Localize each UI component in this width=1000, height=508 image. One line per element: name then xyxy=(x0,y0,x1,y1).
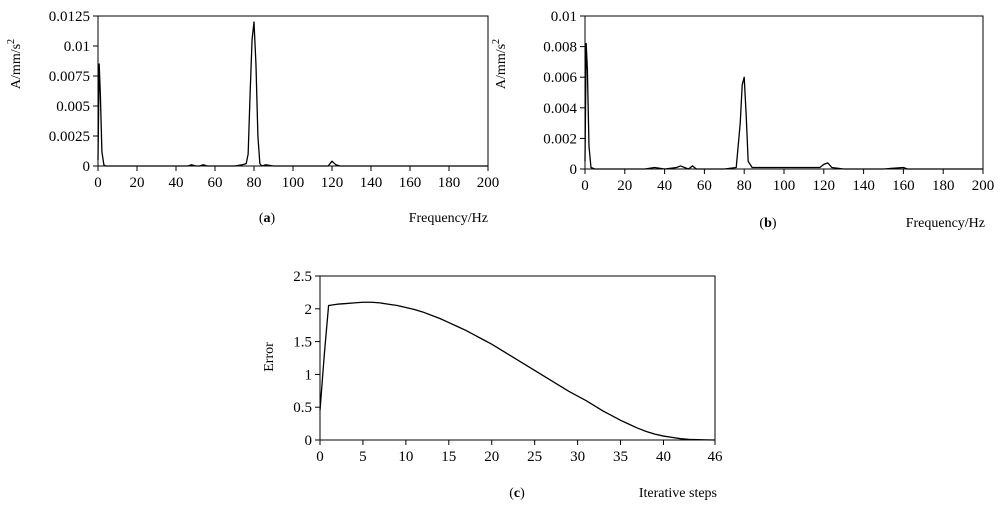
x-tick-label: 5 xyxy=(359,449,367,465)
y-tick-label: 0.01 xyxy=(551,9,577,25)
x-tick-label: 60 xyxy=(208,175,223,191)
x-tick-label: 120 xyxy=(813,178,836,194)
chart-panel-3: 0 5 10 15 20 25 30 35 40 46 0 0.5 1 1.5 2 2.5 (c) Iterati… xyxy=(262,269,723,501)
series-line-1 xyxy=(584,42,983,170)
panel-caption: (a) xyxy=(259,211,276,226)
x-tick-label: 180 xyxy=(438,175,461,191)
x-axis-label: Frequency/Hz xyxy=(409,211,488,226)
x-tick-label: 20 xyxy=(484,449,499,465)
x-tick-label: 120 xyxy=(321,175,344,191)
x-tick-label: 200 xyxy=(477,175,500,191)
y-tick-label: 0 xyxy=(83,159,91,175)
x-tick-label: 160 xyxy=(892,178,915,194)
y-tick-label: 0.0125 xyxy=(49,9,90,25)
y-tick-label: 0.0025 xyxy=(49,129,90,145)
x-tick-label: 15 xyxy=(441,449,456,465)
x-tick-label: 40 xyxy=(657,178,672,194)
x-tick-label: 140 xyxy=(360,175,383,191)
x-tick-label: 10 xyxy=(398,449,413,465)
y-tick-label: 0 xyxy=(570,162,578,178)
y-axis-label: A/mm/s2 xyxy=(491,39,509,89)
y-tick-label: 0 xyxy=(305,433,313,449)
x-tick-label: 80 xyxy=(247,175,262,191)
y-tick-label: 0.5 xyxy=(293,400,312,416)
x-tick-label: 20 xyxy=(617,178,632,194)
y-tick-label: 0.004 xyxy=(543,101,577,117)
chart-panel-1: 0 20 40 60 80 100 120 140 160 180 200 0 0.0025 0.005 0… xyxy=(6,9,499,226)
x-axis-label: Iterative steps xyxy=(639,486,717,501)
y-tick-label: 0.005 xyxy=(56,99,90,115)
x-tick-label: 40 xyxy=(656,449,671,465)
plot-frame xyxy=(97,15,489,167)
panel-caption: (c) xyxy=(509,486,525,501)
x-tick-label: 60 xyxy=(697,178,712,194)
x-tick-label: 0 xyxy=(94,175,102,191)
y-tick-label: 2.5 xyxy=(293,269,312,285)
x-tick-label: 0 xyxy=(316,449,324,465)
x-tick-label: 100 xyxy=(282,175,305,191)
x-tick-label: 46 xyxy=(708,449,724,465)
x-tick-label: 25 xyxy=(527,449,542,465)
y-tick-label: 0.0075 xyxy=(49,69,90,85)
y-tick-label: 0.006 xyxy=(543,70,577,86)
series-line-1 xyxy=(319,301,716,441)
chart-panel-2: 0 20 40 60 80 100 120 140 160 180 200 0 0.002 0.004 0.… xyxy=(491,9,994,231)
y-tick-label: 0.01 xyxy=(64,39,90,55)
y-tick-label: 0.002 xyxy=(543,131,577,147)
x-tick-label: 160 xyxy=(399,175,422,191)
plot-frame xyxy=(319,275,716,441)
y-axis-label: A/mm/s2 xyxy=(6,39,24,89)
x-tick-label: 35 xyxy=(613,449,628,465)
y-tick-label: 0.008 xyxy=(543,40,577,56)
x-tick-label: 20 xyxy=(130,175,145,191)
x-tick-label: 80 xyxy=(737,178,752,194)
y-axis-label: Error xyxy=(262,342,277,372)
panel-caption: (b) xyxy=(759,216,776,231)
series-line-1 xyxy=(97,21,488,167)
x-tick-label: 30 xyxy=(570,449,585,465)
x-tick-label: 200 xyxy=(972,178,995,194)
y-tick-label: 2 xyxy=(305,302,313,318)
x-tick-label: 40 xyxy=(169,175,184,191)
x-tick-label: 0 xyxy=(581,178,589,194)
x-axis-label: Frequency/Hz xyxy=(906,216,985,231)
x-tick-label: 180 xyxy=(932,178,955,194)
plot-frame xyxy=(584,15,984,170)
y-tick-label: 1 xyxy=(305,367,313,383)
x-tick-label: 140 xyxy=(852,178,875,194)
x-tick-label: 100 xyxy=(773,178,796,194)
y-tick-label: 1.5 xyxy=(293,335,312,351)
